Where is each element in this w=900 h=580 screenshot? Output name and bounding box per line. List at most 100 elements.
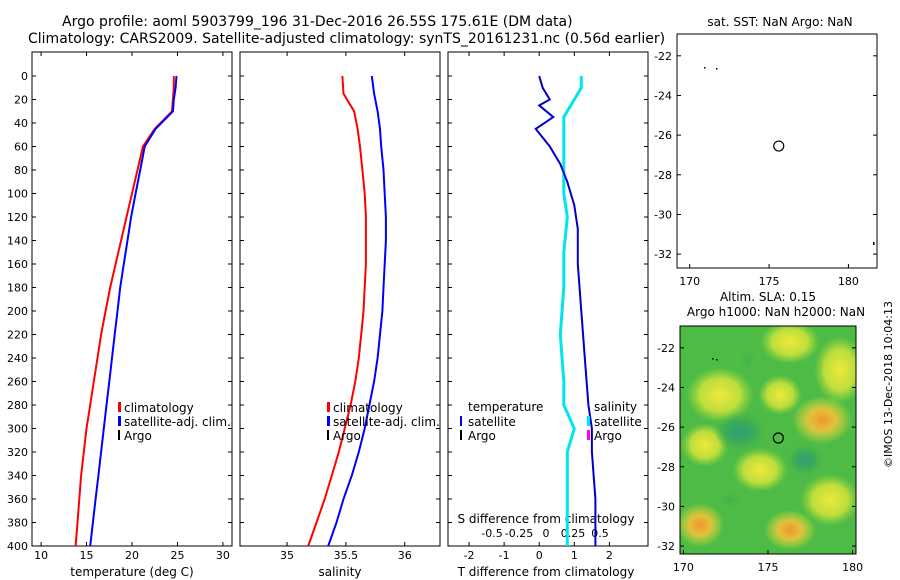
depth-tick-label: 20 [14, 94, 28, 107]
legend-label-argo: Argo [333, 429, 361, 443]
depth-tick-label: 0 [21, 70, 28, 83]
altim-map-panel: Altim. SLA: 0.15 Argo h1000: NaN h2000: … [657, 290, 865, 574]
temperature-satellite-line [89, 75, 178, 547]
difference-legend: temperature satellite Argo salinity sate… [460, 400, 642, 443]
x-tick-label: 35.5 [334, 549, 359, 562]
legend-swatch-s-argo [587, 430, 590, 440]
x-tick-label: -2 [464, 549, 475, 562]
temperature-legend: climatology satellite-adj. clim. Argo [118, 401, 231, 443]
depth-tick-label: 140 [7, 235, 28, 248]
title-line-1: Argo profile: aoml 5903799_196 31-Dec-20… [62, 14, 573, 30]
salinity-x-label: salinity [318, 565, 361, 579]
depth-tick-label: 260 [7, 376, 28, 389]
depth-tick-label: 40 [14, 117, 28, 130]
map-lat-label: -22 [657, 342, 675, 355]
salinity-climatology-line [307, 75, 367, 547]
temperature-x-label: temperature (deg C) [70, 565, 193, 579]
legend-swatch-argo [118, 430, 120, 440]
depth-tick-label: 60 [14, 141, 28, 154]
x-tick-label: 35 [280, 549, 294, 562]
x-tick-label: 10 [34, 549, 48, 562]
x-tick-label: 25 [170, 549, 184, 562]
legend-label-t-argo: Argo [468, 429, 496, 443]
depth-tick-label: 300 [7, 423, 28, 436]
sla-blob [686, 367, 754, 423]
map-lat-label: -32 [657, 540, 675, 553]
legend-title-temperature: temperature [468, 400, 543, 414]
salinity-satellite-line [327, 75, 387, 547]
sla-blob [732, 448, 788, 492]
map-lon-label: 180 [838, 275, 859, 288]
map-lat-label: -26 [654, 129, 672, 142]
t-difference-x-axis: -2 -1 0 1 2 [464, 52, 613, 562]
legend-label-climatology: climatology [333, 401, 403, 415]
sla-blob [792, 396, 852, 444]
t-difference-satellite-line [534, 75, 597, 546]
s-difference-satellite-line [558, 76, 583, 546]
x-tick-label: -1 [499, 549, 510, 562]
coastline-dot [712, 358, 714, 360]
difference-panel: -2 -1 0 1 2 -0.5 -0.25 0 0.25 0.5 T difference f… [447, 51, 649, 579]
depth-tick-label: 240 [7, 352, 28, 365]
map-lat-label: -28 [657, 461, 675, 474]
altim-map-title: Altim. SLA: 0.15 [720, 290, 816, 304]
depth-tick-label: 360 [7, 493, 28, 506]
x-tick-label: 36 [398, 549, 412, 562]
difference-axes-frame [447, 51, 649, 547]
sla-blob [787, 444, 823, 476]
sla-blob [760, 326, 820, 364]
legend-label-climatology: climatology [124, 401, 194, 415]
x-tick-label: 1 [571, 549, 578, 562]
sla-blob [764, 510, 816, 550]
sla-blob [758, 375, 802, 415]
difference-depth-ticks [448, 75, 648, 547]
coastline-dot [716, 68, 718, 70]
legend-swatch-climatology [327, 402, 330, 412]
legend-label-t-satellite: satellite [468, 415, 516, 429]
s-diff-tick-label: 0.25 [561, 527, 586, 540]
map-lat-label: -24 [654, 89, 672, 102]
salinity-axes-frame [239, 51, 441, 547]
x-tick-label: 2 [606, 549, 613, 562]
legend-title-salinity: salinity [594, 400, 637, 414]
salinity-legend: climatology satellite-adj. clim. Argo [327, 401, 440, 443]
map-lat-label: -30 [657, 500, 675, 513]
depth-axis: 0 20 40 60 80 100 120 140 160 180 200 220 240 260 280 3… [7, 70, 232, 553]
depth-tick-label: 340 [7, 470, 28, 483]
legend-label-satellite: satellite-adj. clim. [333, 415, 440, 429]
depth-tick-label: 160 [7, 258, 28, 271]
salinity-depth-ticks [240, 75, 440, 547]
t-difference-x-label: T difference from climatology [457, 565, 635, 579]
sla-blob [714, 412, 766, 452]
map-lat-label: -26 [657, 421, 675, 434]
depth-tick-label: 120 [7, 211, 28, 224]
map-lat-label: -30 [654, 208, 672, 221]
map-lat-label: -32 [654, 248, 672, 261]
sla-blob [734, 344, 762, 376]
map-lat-label: -22 [654, 50, 672, 63]
temperature-x-axis: 10 15 20 25 30 [34, 52, 230, 562]
depth-tick-label: 220 [7, 329, 28, 342]
x-tick-label: 15 [80, 549, 94, 562]
map-lon-label: 170 [673, 561, 694, 574]
depth-tick-label: 100 [7, 188, 28, 201]
x-tick-label: 30 [216, 549, 230, 562]
legend-swatch-argo [327, 430, 329, 440]
legend-swatch-t-argo [460, 430, 462, 440]
map-lon-label: 170 [679, 275, 700, 288]
sla-blob [814, 336, 856, 404]
s-diff-tick-label: 0.5 [591, 527, 609, 540]
depth-tick-label: 180 [7, 282, 28, 295]
sst-map-panel: sat. SST: NaN Argo: NaN 170 175 180 -22 -24 -… [654, 15, 878, 288]
altim-map-subtitle: Argo h1000: NaN h2000: NaN [687, 305, 865, 319]
depth-tick-label: 200 [7, 305, 28, 318]
salinity-x-axis: 35 35.5 36 [280, 52, 412, 562]
depth-tick-label: 400 [7, 540, 28, 553]
map-lat-label: -28 [654, 169, 672, 182]
sla-blob [712, 486, 748, 514]
legend-swatch-s-satellite [587, 416, 590, 426]
legend-label-s-satellite: satellite [594, 415, 642, 429]
s-difference-label: S difference from climatology [458, 512, 635, 526]
legend-swatch-t-satellite [460, 416, 462, 426]
